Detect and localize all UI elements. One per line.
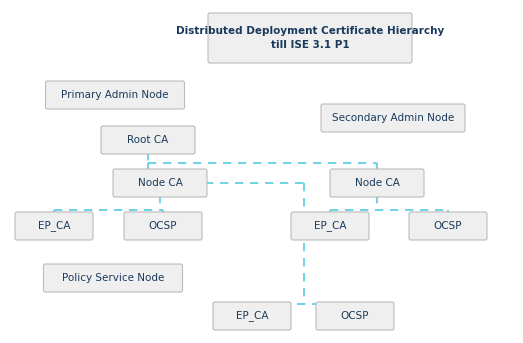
- FancyBboxPatch shape: [409, 212, 487, 240]
- FancyBboxPatch shape: [321, 104, 465, 132]
- FancyBboxPatch shape: [124, 212, 202, 240]
- FancyBboxPatch shape: [330, 169, 424, 197]
- Text: Node CA: Node CA: [138, 178, 183, 188]
- Text: Node CA: Node CA: [355, 178, 400, 188]
- Text: Distributed Deployment Certificate Hierarchy
till ISE 3.1 P1: Distributed Deployment Certificate Hiera…: [176, 26, 444, 50]
- FancyBboxPatch shape: [46, 81, 185, 109]
- Text: OCSP: OCSP: [149, 221, 177, 231]
- FancyBboxPatch shape: [43, 264, 183, 292]
- FancyBboxPatch shape: [213, 302, 291, 330]
- FancyBboxPatch shape: [113, 169, 207, 197]
- Text: EP_CA: EP_CA: [236, 310, 268, 321]
- FancyBboxPatch shape: [291, 212, 369, 240]
- FancyBboxPatch shape: [316, 302, 394, 330]
- Text: Policy Service Node: Policy Service Node: [62, 273, 164, 283]
- FancyBboxPatch shape: [15, 212, 93, 240]
- Text: EP_CA: EP_CA: [314, 221, 346, 232]
- Text: Primary Admin Node: Primary Admin Node: [61, 90, 169, 100]
- FancyBboxPatch shape: [208, 13, 412, 63]
- Text: OCSP: OCSP: [434, 221, 462, 231]
- Text: EP_CA: EP_CA: [38, 221, 70, 232]
- Text: Root CA: Root CA: [128, 135, 168, 145]
- Text: OCSP: OCSP: [341, 311, 369, 321]
- Text: Secondary Admin Node: Secondary Admin Node: [332, 113, 454, 123]
- FancyBboxPatch shape: [101, 126, 195, 154]
